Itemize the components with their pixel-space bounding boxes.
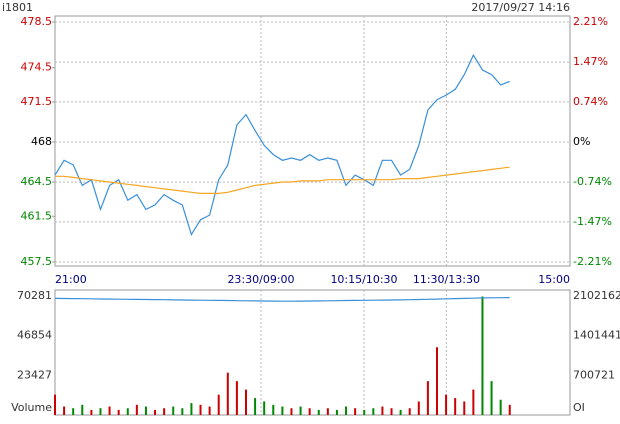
volume-bar	[390, 408, 393, 415]
volume-bar	[72, 408, 75, 415]
price-frame	[54, 15, 571, 267]
volume-bar	[108, 406, 111, 415]
volume-bar	[172, 406, 175, 415]
volume-bar	[226, 372, 229, 415]
volume-bar	[199, 404, 202, 415]
timestamp: 2017/09/27 14:16	[471, 1, 570, 14]
y2-tick-label: 2.21%	[573, 15, 608, 28]
volume-bar	[163, 408, 166, 415]
volume-bar	[399, 409, 402, 415]
y2-tick-label: -2.21%	[573, 255, 612, 268]
volume-bar	[481, 296, 484, 415]
volume-bar	[181, 408, 184, 415]
price-line	[54, 53, 510, 237]
volume-bar	[263, 401, 266, 415]
y-tick-label: 474.5	[21, 61, 53, 74]
volume-bar	[290, 408, 293, 415]
volume-bar	[472, 389, 475, 415]
volume-bar	[190, 403, 193, 415]
oi-tick-label: OI	[573, 401, 585, 414]
volume-tick-label: 46854	[17, 329, 52, 342]
oi-line	[54, 297, 510, 302]
y2-tick-label: -0.74%	[573, 175, 612, 188]
volume-bar	[54, 394, 56, 415]
volume-bar	[272, 404, 275, 415]
volume-bar	[281, 406, 284, 415]
volume-bar	[381, 406, 384, 415]
volume-bar	[117, 409, 120, 415]
x-tick-label: 15:00	[538, 273, 570, 286]
y-tick-label: 468	[31, 135, 52, 148]
volume-bar	[499, 399, 502, 415]
x-tick-label: 11:30/13:30	[413, 273, 480, 286]
volume-bar	[135, 404, 138, 415]
y2-tick-label: 0.74%	[573, 95, 608, 108]
volume-bar	[490, 381, 493, 415]
volume-bar	[90, 409, 93, 415]
y2-tick-label: 1.47%	[573, 55, 608, 68]
volume-frame	[54, 289, 571, 416]
volume-bar	[317, 409, 320, 415]
symbol: i1801	[2, 1, 33, 14]
volume-bar	[326, 408, 329, 415]
volume-bar	[208, 406, 211, 415]
volume-bar	[254, 398, 257, 415]
volume-bar	[408, 408, 411, 415]
volume-tick-label: Volume	[11, 401, 52, 414]
volume-bar	[335, 409, 338, 415]
volume-bar	[508, 404, 511, 415]
volume-tick-label: 23427	[17, 368, 52, 381]
y2-tick-label: -1.47%	[573, 215, 612, 228]
volume-bar	[426, 381, 429, 415]
volume-bar	[126, 408, 129, 415]
volume-bar	[463, 401, 466, 415]
volume-bar	[235, 381, 238, 415]
volume-bar	[63, 406, 66, 415]
volume-bar	[308, 408, 311, 415]
volume-bar	[99, 408, 102, 415]
x-tick-label: 10:15/10:30	[330, 273, 397, 286]
y-tick-label: 457.5	[21, 255, 53, 268]
volume-bar	[354, 408, 357, 415]
volume-bar	[345, 406, 348, 415]
volume-bar	[299, 406, 302, 415]
volume-bar	[372, 408, 375, 415]
y-tick-label: 464.5	[21, 175, 53, 188]
volume-tick-label: 70281	[17, 289, 52, 302]
x-tick-label: 23:30/09:00	[227, 273, 294, 286]
volume-bar	[217, 394, 220, 415]
y-tick-label: 478.5	[21, 15, 53, 28]
volume-bar	[154, 409, 157, 415]
volume-bar	[144, 406, 147, 415]
volume-bar	[363, 409, 366, 415]
volume-bar	[81, 404, 84, 415]
price-line	[55, 166, 510, 194]
volume-bar	[244, 389, 247, 415]
oi-tick-label: 700721	[573, 368, 615, 381]
y2-tick-label: 0%	[573, 135, 590, 148]
oi-tick-label: 1401441	[573, 329, 620, 342]
x-tick-label: 21:00	[55, 273, 87, 286]
volume-bar	[445, 394, 448, 415]
volume-bar	[454, 398, 457, 415]
volume-bar	[417, 401, 420, 415]
oi-tick-label: 2102162	[573, 289, 620, 302]
volume-bar	[435, 347, 438, 415]
y-tick-label: 471.5	[21, 95, 53, 108]
y-tick-label: 461.5	[21, 209, 53, 222]
